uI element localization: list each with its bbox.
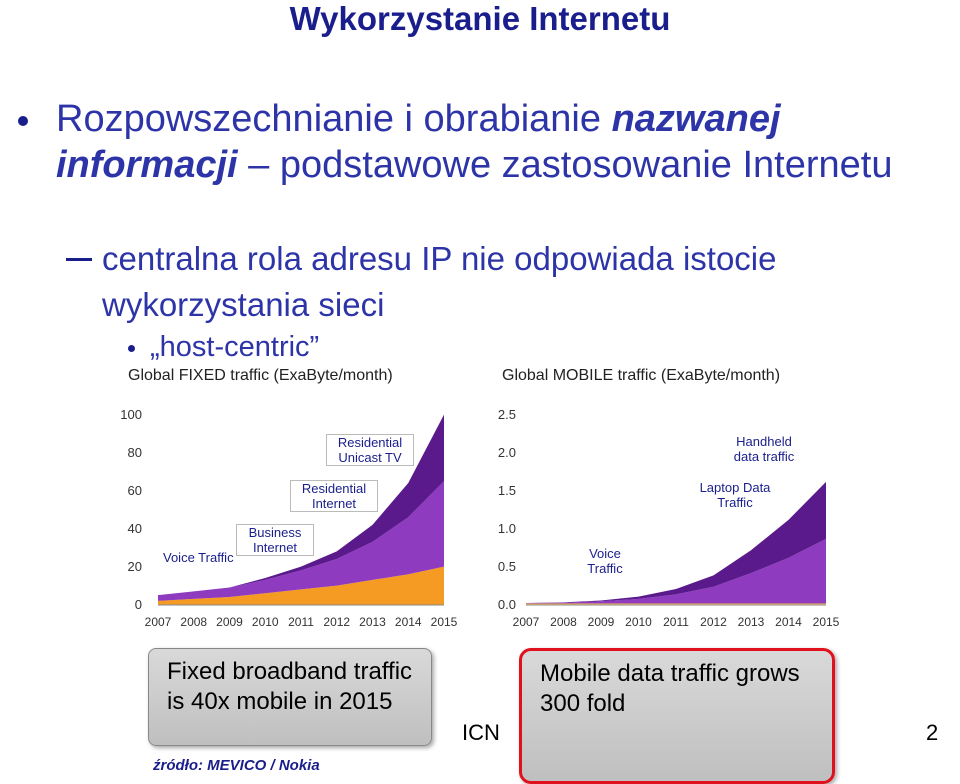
mobile-chart-title: Global MOBILE traffic (ExaByte/month) [502, 367, 780, 385]
fixed-broadband-callout: Fixed broadband traffic is 40x mobile in… [148, 648, 432, 746]
mobile-growth-callout: Mobile data traffic grows 300 fold [519, 648, 835, 784]
fixed-label-res-internet: Residential Internet [290, 480, 378, 512]
y-tick-label: 100 [120, 407, 142, 422]
y-tick-label: 80 [128, 445, 142, 460]
bullet-host-centric: „host-centric” [150, 330, 319, 364]
x-tick-label: 2007 [513, 615, 540, 629]
fixed-label-business: Business Internet [236, 524, 314, 556]
bullet-main-post: – podstawowe zastosowanie Internetu [238, 144, 893, 186]
x-tick-label: 2010 [625, 615, 652, 629]
x-tick-label: 2008 [550, 615, 577, 629]
fixed-broadband-callout-text: Fixed broadband traffic is 40x mobile in… [167, 657, 417, 717]
page-number: 2 [926, 720, 938, 746]
source-note: źródło: MEVICO / Nokia [153, 757, 320, 774]
x-tick-label: 2009 [216, 615, 243, 629]
y-tick-label: 0.5 [498, 559, 516, 574]
bullet-main: Rozpowszechnianie i obrabianie nazwanej … [56, 96, 936, 188]
y-tick-label: 0 [135, 597, 142, 612]
fixed-label-res-tv: Residential Unicast TV [326, 434, 414, 466]
y-tick-label: 0.0 [498, 597, 516, 612]
y-tick-label: 2.0 [498, 445, 516, 460]
y-tick-label: 40 [128, 521, 142, 536]
x-tick-label: 2012 [323, 615, 350, 629]
y-tick-label: 1.0 [498, 521, 516, 536]
bullet-dot-small [128, 345, 135, 352]
x-tick-label: 2009 [588, 615, 615, 629]
x-tick-label: 2015 [431, 615, 458, 629]
y-tick-label: 1.5 [498, 483, 516, 498]
x-tick-label: 2014 [775, 615, 802, 629]
y-tick-label: 20 [128, 559, 142, 574]
bullet-dot [18, 116, 28, 126]
fixed-label-voice: Voice Traffic [160, 550, 237, 565]
fixed-chart-title: Global FIXED traffic (ExaByte/month) [128, 367, 393, 385]
x-tick-label: 2007 [145, 615, 172, 629]
x-tick-label: 2010 [252, 615, 279, 629]
mobile-growth-callout-text: Mobile data traffic grows 300 fold [540, 659, 800, 719]
y-tick-label: 60 [128, 483, 142, 498]
mobile-label-laptop: Laptop Data Traffic [690, 480, 780, 510]
mobile-label-handheld: Handheld data traffic [724, 434, 804, 464]
x-tick-label: 2012 [700, 615, 727, 629]
y-tick-label: 2.5 [498, 407, 516, 422]
slide-title: Wykorzystanie Internetu [0, 0, 960, 38]
x-tick-label: 2015 [813, 615, 840, 629]
footer-icn: ICN [462, 720, 500, 746]
x-tick-label: 2011 [288, 615, 314, 629]
x-tick-label: 2014 [395, 615, 422, 629]
bullet-sub: centralna rola adresu IP nie odpowiada i… [102, 236, 902, 328]
mobile-label-voice: Voice Traffic [570, 546, 640, 576]
x-tick-label: 2008 [180, 615, 207, 629]
bullet-main-pre: Rozpowszechnianie i obrabianie [56, 98, 612, 140]
x-tick-label: 2013 [738, 615, 765, 629]
bullet-dash [66, 258, 92, 261]
x-tick-label: 2013 [359, 615, 386, 629]
x-tick-label: 2011 [663, 615, 689, 629]
